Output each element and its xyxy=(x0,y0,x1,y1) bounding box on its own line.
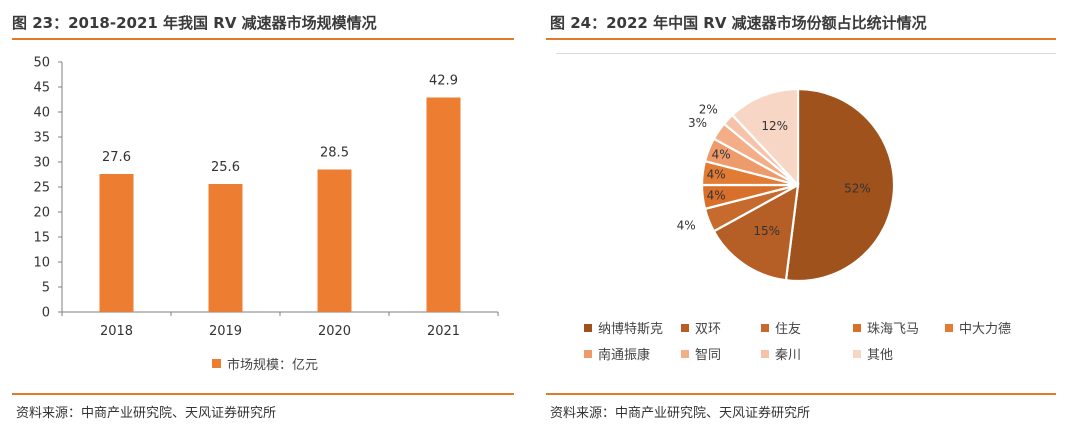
legend-label: 珠海飞马 xyxy=(867,322,920,337)
title-rule xyxy=(546,38,1056,40)
legend-swatch xyxy=(681,349,689,358)
y-tick-label: 40 xyxy=(33,106,50,121)
y-tick-label: 50 xyxy=(33,56,50,71)
slice-label: 4% xyxy=(712,148,731,162)
x-tick-label: 2020 xyxy=(318,324,351,339)
legend-label: 南通振康 xyxy=(598,348,651,363)
legend-item: 秦川 xyxy=(761,344,801,363)
pie-chart: 52% 15% 4% 4% 4% 4% 3%2% 12% xyxy=(677,87,896,283)
pie-slice xyxy=(784,87,896,283)
data-label: 25.6 xyxy=(211,160,240,175)
bar-chart: 0 5 10 15 20 25 30 35 40 45 50 27.6 2018 25.6 2019 28.5… xyxy=(33,56,499,339)
y-tick-label: 25 xyxy=(33,181,50,196)
source-note: 资料来源：中商产业研究院、天风证券研究所 xyxy=(16,406,277,421)
figure-title: 图 23：2018-2021 年我国 RV 减速器市场规模情况 xyxy=(12,14,377,32)
legend-swatch xyxy=(584,349,592,358)
slice-label: 2% xyxy=(699,103,718,117)
legend-item: 智同 xyxy=(681,344,721,363)
legend-swatch xyxy=(761,349,769,358)
y-tick-label: 5 xyxy=(42,281,50,296)
bar xyxy=(208,184,243,312)
legend-label: 住友 xyxy=(775,322,802,337)
legend-item: 中大力德 xyxy=(945,318,1011,337)
legend-item: 南通振康 xyxy=(584,344,650,363)
data-label: 27.6 xyxy=(102,150,131,165)
pie-slice xyxy=(730,87,800,188)
legend-label: 其他 xyxy=(867,348,894,363)
legend-swatch xyxy=(584,323,592,332)
x-tick-label: 2019 xyxy=(209,324,242,339)
slice-label: 4% xyxy=(707,168,726,182)
bar xyxy=(99,174,134,312)
slice-label: 4% xyxy=(707,188,726,202)
y-tick-label: 35 xyxy=(33,131,50,146)
legend-swatch xyxy=(945,323,953,332)
legend-label: 中大力德 xyxy=(959,322,1012,337)
legend-label: 秦川 xyxy=(775,348,802,363)
slice-label: 12% xyxy=(761,119,788,133)
y-tick-label: 20 xyxy=(33,206,50,221)
legend-swatch xyxy=(681,323,689,332)
legend-swatch xyxy=(761,323,769,332)
title-rule xyxy=(12,38,514,40)
legend-item: 其他 xyxy=(853,344,893,363)
legend-label: 纳博特斯克 xyxy=(598,322,664,337)
legend-item: 双环 xyxy=(681,318,721,337)
legend-item: 市场规模：亿元 xyxy=(212,354,318,373)
slice-label: 3% xyxy=(688,116,707,130)
data-label: 42.9 xyxy=(429,74,458,89)
legend-item: 珠海飞马 xyxy=(853,318,919,337)
source-note: 资料来源：中商产业研究院、天风证券研究所 xyxy=(550,406,811,421)
legend-swatch xyxy=(853,349,861,358)
source-rule xyxy=(12,393,514,395)
slice-label: 4% xyxy=(677,219,696,233)
pie-slice xyxy=(712,182,800,282)
chart-frame-line xyxy=(556,53,1056,54)
legend-label: 双环 xyxy=(695,322,722,337)
legend-item: 住友 xyxy=(761,318,801,337)
legend-label: 市场规模：亿元 xyxy=(227,358,319,373)
source-rule xyxy=(546,393,1056,395)
y-tick-label: 10 xyxy=(33,256,50,271)
y-tick-label: 30 xyxy=(33,156,50,171)
legend-item: 纳博特斯克 xyxy=(584,318,663,337)
slice-label: 15% xyxy=(753,224,780,238)
legend-label: 智同 xyxy=(695,348,722,363)
x-tick-label: 2021 xyxy=(427,324,460,339)
legend-swatch xyxy=(853,323,861,332)
pie-legend: 纳博特斯克 双环 住友 珠海飞马 中大力德南通振康 智同 秦川 其他 xyxy=(540,318,1080,368)
figure-title: 图 24：2022 年中国 RV 减速器市场份额占比统计情况 xyxy=(550,14,927,32)
right-figure: 图 24：2022 年中国 RV 减速器市场份额占比统计情况 52% 15% 4% 4… xyxy=(540,0,1080,435)
slice-label: 52% xyxy=(844,182,871,196)
legend-swatch xyxy=(212,359,221,368)
y-tick-label: 0 xyxy=(42,306,50,321)
y-tick-label: 15 xyxy=(33,231,50,246)
y-tick-label: 45 xyxy=(33,81,50,96)
data-label: 28.5 xyxy=(320,146,349,161)
bar xyxy=(426,97,461,312)
x-tick-label: 2018 xyxy=(100,324,133,339)
bar xyxy=(317,169,352,312)
left-figure: 图 23：2018-2021 年我国 RV 减速器市场规模情况 0 5 10 15 20… xyxy=(0,0,530,435)
